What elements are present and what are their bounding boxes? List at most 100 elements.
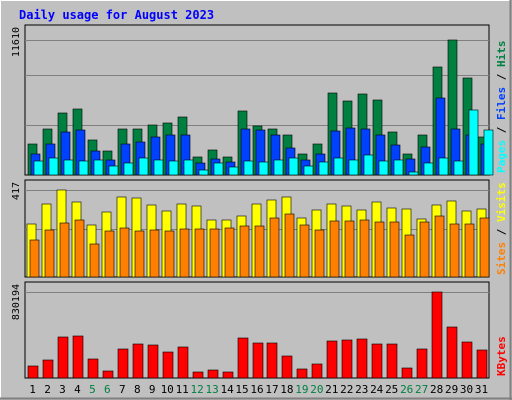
panel-legend: KBytes bbox=[495, 336, 508, 376]
sites-bar bbox=[89, 243, 100, 278]
pages-bar bbox=[243, 160, 254, 176]
kbytes-bar bbox=[311, 363, 323, 379]
kbytes-bar bbox=[356, 338, 368, 379]
legend-entry: / bbox=[495, 222, 508, 242]
sites-bar bbox=[314, 229, 325, 278]
kbytes-bar bbox=[162, 351, 174, 379]
sites-bar bbox=[149, 229, 160, 278]
chart-panels: 11610 Pages / Files / Hits 417 Sites / Visi… bbox=[11, 24, 508, 379]
sites-bar bbox=[404, 234, 415, 278]
kbytes-bar bbox=[386, 343, 398, 379]
x-tick-label: 5 bbox=[89, 383, 96, 396]
kbytes-bar bbox=[192, 371, 204, 379]
x-tick-label: 22 bbox=[340, 383, 353, 396]
kbytes-bar bbox=[87, 358, 99, 379]
pages-bar bbox=[453, 160, 464, 176]
sites-bar bbox=[59, 222, 70, 278]
legend-entry: KBytes bbox=[495, 336, 508, 376]
panel-top: 11610 Pages / Files / Hits bbox=[11, 24, 508, 176]
kbytes-bar bbox=[222, 371, 234, 379]
pages-bar bbox=[408, 171, 419, 176]
pages-bar bbox=[198, 169, 209, 176]
legend-entry: Sites bbox=[495, 242, 508, 275]
pages-bar bbox=[138, 157, 149, 176]
panel-legend: Pages / Files / Hits bbox=[495, 41, 508, 174]
pages-bar bbox=[258, 161, 269, 176]
kbytes-bar bbox=[416, 348, 428, 379]
x-tick-label: 18 bbox=[280, 383, 293, 396]
kbytes-bar bbox=[401, 367, 413, 379]
kbytes-bar bbox=[446, 326, 458, 379]
sites-bar bbox=[29, 239, 40, 278]
pages-bar bbox=[228, 166, 239, 176]
sites-bar bbox=[134, 230, 145, 278]
pages-bar bbox=[363, 154, 374, 176]
sites-bar bbox=[464, 223, 475, 278]
x-tick-label: 13 bbox=[205, 383, 218, 396]
x-tick-label: 10 bbox=[161, 383, 174, 396]
legend-entry: Hits bbox=[495, 41, 508, 68]
pages-bar bbox=[348, 159, 359, 176]
kbytes-bar bbox=[266, 342, 278, 379]
x-tick-label: 29 bbox=[445, 383, 458, 396]
x-tick-label: 1 bbox=[29, 383, 36, 396]
x-tick-label: 6 bbox=[104, 383, 111, 396]
kbytes-bar bbox=[371, 343, 383, 379]
x-tick-label: 21 bbox=[325, 383, 338, 396]
sites-bar bbox=[449, 223, 460, 278]
ymax-label: 830194 bbox=[11, 284, 22, 320]
kbytes-bar bbox=[177, 346, 189, 379]
series-kbytes bbox=[27, 291, 488, 379]
sites-bar bbox=[209, 228, 220, 278]
x-tick-label: 4 bbox=[74, 383, 81, 396]
chart-title: Daily usage for August 2023 bbox=[19, 8, 214, 22]
panel-middle: 417 Sites / Visits bbox=[11, 179, 508, 278]
sites-bar bbox=[434, 215, 445, 278]
legend-entry: Pages bbox=[495, 140, 508, 173]
pages-bar bbox=[318, 161, 329, 176]
sites-bar bbox=[479, 217, 490, 278]
pages-bar bbox=[438, 157, 449, 176]
pages-bar bbox=[393, 159, 404, 176]
sites-bar bbox=[104, 230, 115, 278]
pages-bar bbox=[483, 129, 494, 176]
x-tick-label: 23 bbox=[355, 383, 368, 396]
pages-bar bbox=[183, 159, 194, 176]
x-tick-label: 25 bbox=[385, 383, 398, 396]
kbytes-bar bbox=[476, 349, 488, 379]
sites-bar bbox=[119, 227, 130, 278]
x-tick-label: 31 bbox=[475, 383, 488, 396]
x-tick-label: 8 bbox=[134, 383, 141, 396]
sites-bar bbox=[194, 228, 205, 278]
x-tick-label: 9 bbox=[149, 383, 156, 396]
kbytes-bar bbox=[281, 355, 293, 379]
x-tick-label: 3 bbox=[59, 383, 66, 396]
pages-bar bbox=[333, 157, 344, 176]
kbytes-bar bbox=[431, 291, 443, 379]
pages-bar bbox=[468, 109, 479, 176]
x-tick-label: 14 bbox=[220, 383, 234, 396]
pages-bar bbox=[423, 162, 434, 176]
x-tick-label: 20 bbox=[310, 383, 323, 396]
sites-bar bbox=[419, 221, 430, 278]
sites-bar bbox=[164, 230, 175, 278]
pages-bar bbox=[108, 165, 119, 176]
pages-bar bbox=[63, 159, 74, 176]
sites-bar bbox=[389, 221, 400, 278]
x-tick-label: 17 bbox=[265, 383, 278, 396]
kbytes-bar bbox=[252, 342, 264, 379]
kbytes-bar bbox=[341, 339, 353, 379]
pages-bar bbox=[78, 160, 89, 176]
legend-entry: Files bbox=[495, 87, 508, 120]
kbytes-bar bbox=[296, 368, 308, 379]
kbytes-bar bbox=[132, 343, 144, 379]
sites-bar bbox=[329, 220, 340, 278]
sites-bar bbox=[239, 225, 250, 278]
pages-bar bbox=[303, 165, 314, 176]
kbytes-bar bbox=[117, 348, 129, 379]
series-pages bbox=[33, 109, 494, 176]
ymax-label: 417 bbox=[11, 182, 22, 200]
kbytes-bar bbox=[27, 365, 39, 379]
kbytes-bar bbox=[237, 337, 249, 379]
x-tick-label: 11 bbox=[176, 383, 189, 396]
